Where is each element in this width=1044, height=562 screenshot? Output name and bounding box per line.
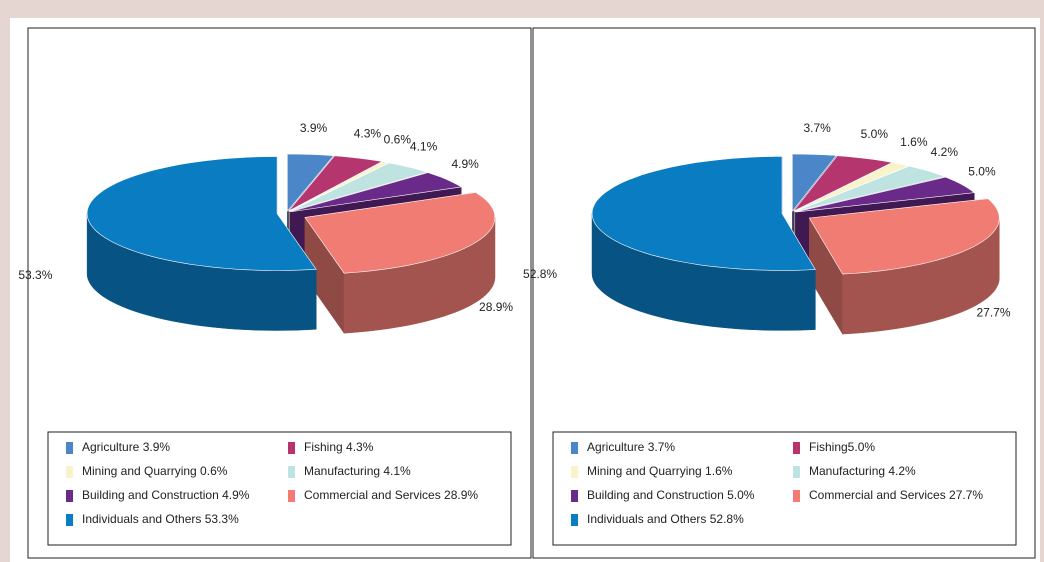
slice xyxy=(288,155,384,212)
slice xyxy=(792,153,837,212)
legend-swatch xyxy=(66,442,73,454)
legend-label: Mining and Quarrying 0.6% xyxy=(82,464,228,478)
legend-swatch xyxy=(66,466,73,478)
slice xyxy=(793,155,894,212)
legend-label: Individuals and Others 53.3% xyxy=(82,512,239,526)
legend-swatch xyxy=(288,490,295,502)
legend-label: Commercial and Services 28.9% xyxy=(304,488,478,502)
legend-label: Manufacturing 4.1% xyxy=(304,464,411,478)
legend-swatch xyxy=(571,514,578,526)
legend-label: Fishing 4.3% xyxy=(304,440,374,454)
data-label: 4.1% xyxy=(410,139,438,153)
legend-label: Building and Construction 5.0% xyxy=(587,488,755,502)
legend-swatch xyxy=(66,514,73,526)
legend-swatch xyxy=(288,442,295,454)
slice xyxy=(289,162,429,212)
slice xyxy=(287,153,335,212)
slice xyxy=(794,165,946,212)
legend-swatch xyxy=(571,490,578,502)
slice xyxy=(288,161,390,212)
data-label: 4.9% xyxy=(451,157,479,171)
legend-swatch xyxy=(793,490,800,502)
legend-label: Individuals and Others 52.8% xyxy=(587,512,744,526)
legend-label: Agriculture 3.7% xyxy=(587,440,675,454)
legend-label: Commercial and Services 27.7% xyxy=(809,488,983,502)
data-label: 3.9% xyxy=(300,121,328,135)
data-label: 4.3% xyxy=(354,127,382,141)
slice xyxy=(86,156,317,271)
legend xyxy=(47,431,512,546)
legend-swatch xyxy=(793,466,800,478)
legend-swatch xyxy=(288,466,295,478)
data-label: 3.7% xyxy=(803,121,831,135)
data-label: 0.6% xyxy=(384,132,412,146)
legend-swatch xyxy=(571,466,578,478)
legend-swatch xyxy=(793,442,800,454)
slice xyxy=(794,162,910,212)
data-label: 5.0% xyxy=(968,164,996,178)
legend-swatch xyxy=(66,490,73,502)
data-label: 1.6% xyxy=(900,135,928,149)
data-label: 4.2% xyxy=(931,145,959,159)
data-label: 27.7% xyxy=(976,306,1010,320)
legend-label: Manufacturing 4.2% xyxy=(809,464,916,478)
data-label: 28.9% xyxy=(479,300,513,314)
legend-label: Fishing5.0% xyxy=(809,440,875,454)
legend-label: Agriculture 3.9% xyxy=(82,440,170,454)
legend-swatch xyxy=(571,442,578,454)
legend-label: Mining and Quarrying 1.6% xyxy=(587,464,733,478)
slice xyxy=(290,172,463,213)
legend-label: Building and Construction 4.9% xyxy=(82,488,250,502)
data-label: 53.3% xyxy=(18,268,52,282)
data-label: 5.0% xyxy=(861,127,889,141)
slice xyxy=(808,198,1000,275)
legend xyxy=(552,431,1017,546)
data-label: 52.8% xyxy=(523,267,557,281)
slice xyxy=(795,176,976,213)
slice xyxy=(304,192,496,274)
slice xyxy=(591,156,816,271)
